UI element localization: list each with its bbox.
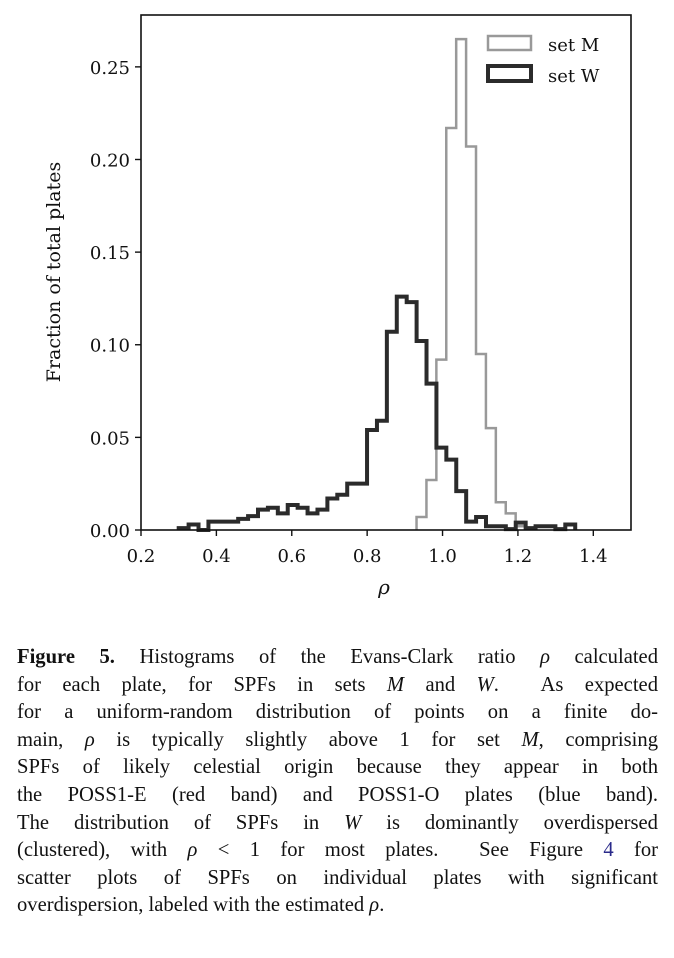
caption-line: the POSS1-E (red band) and POSS1-O plate… <box>17 782 658 810</box>
caption-text: overdispersion, labeled with the estimat… <box>17 894 370 917</box>
x-tick-label: 1.2 <box>504 546 533 567</box>
histogram-chart: 0.2 0.4 0.6 0.8 1.0 1.2 1.4 0.00 0.05 0.10 0.15 0.… <box>43 14 632 599</box>
legend-swatch-set-w <box>486 64 533 83</box>
caption-text: scatter plots of SPFs on individual plat… <box>17 866 658 889</box>
y-tick-label: 0.15 <box>90 243 130 264</box>
legend: set M set W <box>486 34 600 87</box>
histogram-series-set-m <box>415 37 527 530</box>
histogram-series-set-w <box>176 294 578 532</box>
caption-text: for each plate, for SPFs in sets <box>17 673 387 696</box>
caption-text: . <box>379 894 385 917</box>
caption-text: . As expected <box>493 673 658 696</box>
caption-line: Figure 5. Histograms of the Evans-Clark … <box>17 644 658 672</box>
y-axis-label: Fraction of total plates <box>43 162 65 383</box>
y-tick-label: 0.20 <box>90 150 130 171</box>
caption-text: for <box>613 839 658 862</box>
caption-line: scatter plots of SPFs on individual plat… <box>17 865 658 893</box>
y-tick-label: 0.25 <box>90 58 130 79</box>
caption-text: M <box>521 728 539 751</box>
x-tick-label: 1.4 <box>579 546 608 567</box>
caption-line: main, ρ is typically slightly above 1 fo… <box>17 727 658 755</box>
legend-label-set-w: set W <box>548 66 600 87</box>
caption-text: ρ <box>187 839 198 862</box>
caption-text: (clustered), with <box>17 839 188 862</box>
x-tick-label: 0.4 <box>202 546 231 567</box>
legend-swatch-set-m <box>486 34 533 52</box>
caption-text: the POSS1-E (red band) and POSS1-O plate… <box>17 783 658 806</box>
figure-caption: Figure 5. Histograms of the Evans-Clark … <box>17 644 658 920</box>
caption-text: ρ <box>84 728 95 751</box>
caption-text: main, <box>17 728 85 751</box>
x-tick-label: 0.8 <box>353 546 382 567</box>
x-tick-label: 1.0 <box>428 546 457 567</box>
caption-text: < 1 for most plates. See Figure <box>197 839 604 862</box>
x-tick-label: 0.6 <box>277 546 306 567</box>
caption-text: is dominantly overdispersed <box>361 811 658 834</box>
caption-line: overdispersion, labeled with the estimat… <box>17 892 658 920</box>
caption-text: calculated <box>550 646 658 668</box>
caption-text: The distribution of SPFs in <box>17 811 345 834</box>
caption-text: for a uniform-random distribution of poi… <box>17 701 658 724</box>
caption-line: for each plate, for SPFs in sets M and W… <box>17 672 658 700</box>
legend-label-set-m: set M <box>548 35 599 56</box>
caption-text: SPFs of likely celestial origin because … <box>17 756 658 779</box>
caption-text: , comprising <box>538 728 658 751</box>
x-tick-label: 0.2 <box>127 546 156 567</box>
caption-text: W <box>344 811 362 834</box>
y-tick-label: 0.00 <box>90 521 130 542</box>
caption-text: W <box>476 673 494 696</box>
caption-text: ρ <box>369 894 380 917</box>
caption-line: for a uniform-random distribution of poi… <box>17 699 658 727</box>
figure-label: Figure 5. <box>17 646 115 668</box>
y-tick-label: 0.05 <box>90 428 130 449</box>
caption-line: SPFs of likely celestial origin because … <box>17 754 658 782</box>
x-axis-label: ρ <box>377 575 390 599</box>
figure-link[interactable]: 4 <box>603 839 614 862</box>
caption-text: M <box>386 673 405 696</box>
plot-frame <box>140 14 632 531</box>
caption-text: is typically slightly above 1 for set <box>94 728 522 751</box>
y-tick-label: 0.10 <box>90 336 130 357</box>
caption-line: The distribution of SPFs in W is dominan… <box>17 810 658 838</box>
caption-line: (clustered), with ρ < 1 for most plates.… <box>17 837 658 865</box>
caption-text: and <box>404 673 477 696</box>
caption-text: Histograms of the Evans-Clark ratio <box>114 646 541 668</box>
caption-text: ρ <box>540 646 550 668</box>
